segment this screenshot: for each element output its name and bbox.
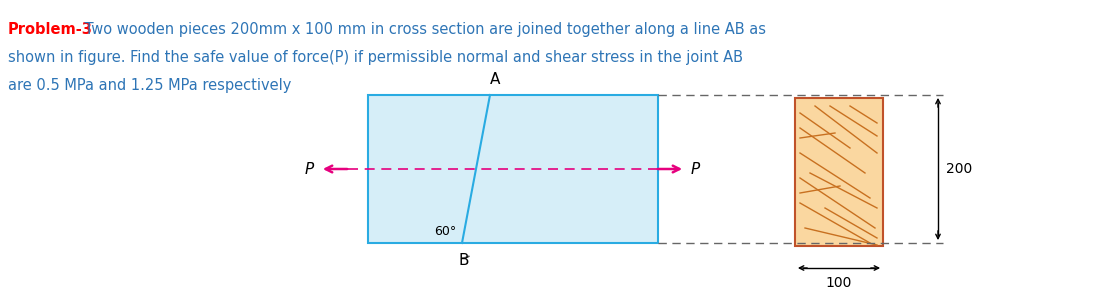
Text: P: P bbox=[691, 162, 700, 177]
Bar bbox=[368, 95, 658, 243]
Text: P: P bbox=[304, 162, 314, 177]
Text: shown in figure. Find the safe value of force(P) if permissible normal and shear: shown in figure. Find the safe value of … bbox=[8, 50, 743, 65]
Text: 60°: 60° bbox=[434, 225, 456, 238]
Text: 200: 200 bbox=[946, 162, 972, 176]
Text: B: B bbox=[458, 253, 469, 268]
Text: A: A bbox=[489, 72, 501, 87]
Text: 100: 100 bbox=[826, 276, 852, 288]
Text: Problem-3: Problem-3 bbox=[8, 22, 93, 37]
Bar bbox=[795, 98, 883, 246]
Text: Two wooden pieces 200mm x 100 mm in cross section are joined together along a li: Two wooden pieces 200mm x 100 mm in cros… bbox=[80, 22, 766, 37]
Text: are 0.5 MPa and 1.25 MPa respectively: are 0.5 MPa and 1.25 MPa respectively bbox=[8, 78, 291, 93]
